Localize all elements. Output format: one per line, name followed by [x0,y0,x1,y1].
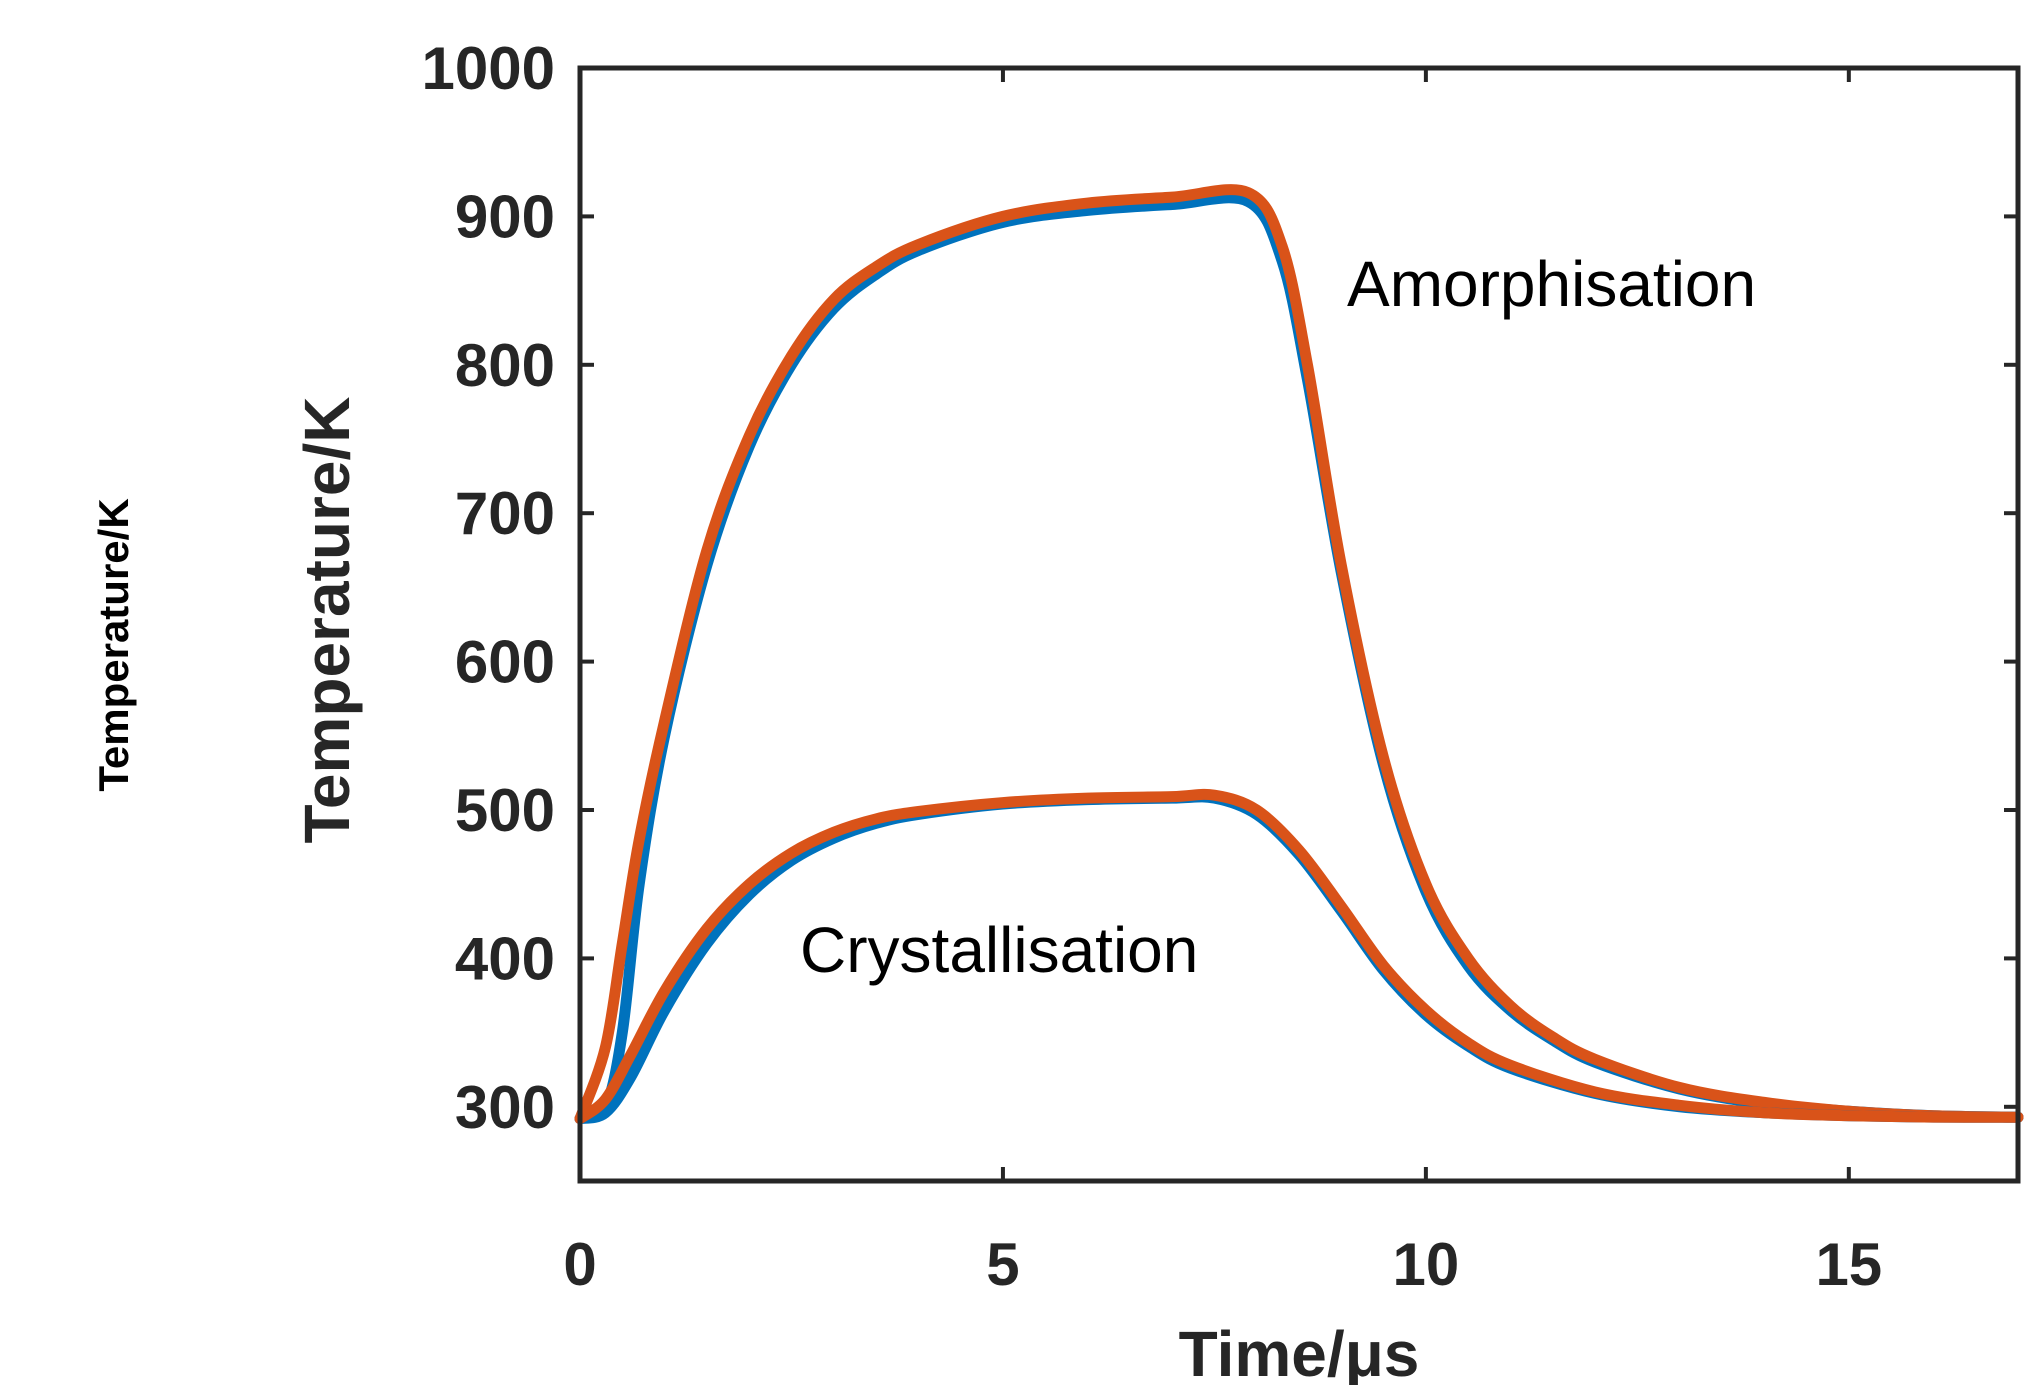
y-tick-label: 400 [455,925,555,992]
annotation-crystallisation: Crystallisation [800,914,1198,986]
x-axis-title: Time/μs [1179,1318,1420,1385]
annotation-amorphisation: Amorphisation [1347,248,1756,320]
x-tick-label: 15 [1815,1231,1882,1298]
y-tick-label: 300 [455,1074,555,1141]
y-tick-label: 700 [455,480,555,547]
y-tick-label: 800 [455,332,555,399]
y-tick-label: 500 [455,777,555,844]
y-tick-label: 1000 [422,35,555,102]
series-layer [574,184,2024,1125]
x-tick-label: 0 [563,1231,596,1298]
x-tick-label: 10 [1393,1231,1460,1298]
x-tick-label: 5 [986,1231,1019,1298]
y-axis-title: Temperature/K [291,397,363,844]
plot-frame [577,65,2021,1184]
y-tick-label: 900 [455,183,555,250]
series-line-2 [574,184,2024,1125]
side-axis-label: Temperature/K [90,498,137,791]
y-tick-label: 600 [455,629,555,696]
ticks-layer: 0 5 10 15 300 400 500 600 700 800 900 1000 [422,35,2018,1298]
series-line-4 [574,788,2024,1125]
